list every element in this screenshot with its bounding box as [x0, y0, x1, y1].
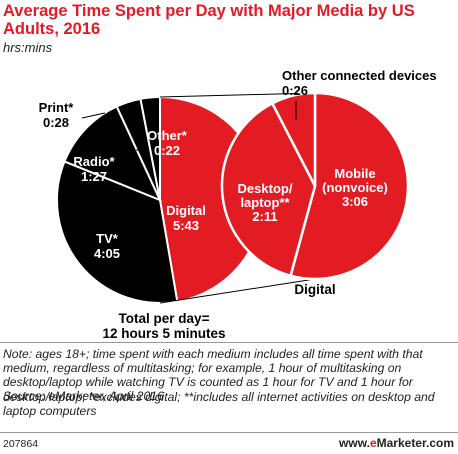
label-right-2-line: 0:26: [282, 83, 308, 98]
brand-e: e: [369, 436, 377, 450]
footer-divider: [0, 432, 458, 433]
chart-source: Source: eMarketer, April 2016: [3, 389, 164, 403]
label-right-2: Other connected devices 0:26: [282, 68, 437, 98]
label-left-0-line: Digital: [166, 203, 206, 218]
label-left-4: Other* 0:22: [147, 128, 188, 158]
brand-rest: Marketer.com: [376, 436, 454, 450]
label-right-0-line: 3:06: [342, 194, 368, 209]
slice-left-1: [56, 160, 179, 304]
connector-top: [159, 92, 316, 98]
total-per-day-line: 12 hours 5 minutes: [102, 326, 225, 340]
label-right-0-line: Mobile: [334, 166, 375, 181]
label-right-0-line: (nonvoice): [322, 180, 388, 195]
chart-title: Average Time Spent per Day with Major Me…: [3, 2, 415, 38]
label-left-4-line: 0:22: [154, 143, 180, 158]
slice-right-2: [270, 91, 317, 187]
label-left-1-line: 4:05: [94, 246, 120, 261]
label-right-1: Desktop/laptop** 2:11: [238, 181, 293, 224]
total-per-day: Total per day= 12 hours 5 minutes: [102, 311, 225, 340]
slice-left-4: [139, 95, 161, 201]
connector-bottom: [159, 278, 316, 304]
label-left-1-line: TV*: [96, 231, 119, 246]
label-right-0: Mobile (nonvoice) 3:06: [322, 166, 388, 209]
emarketer-brand[interactable]: www.eMarketer.com: [339, 436, 454, 450]
brand-prefix: www.: [339, 436, 370, 450]
label-left-3-line: 0:28: [43, 115, 69, 130]
chart-note: Note: ages 18+; time spent with each med…: [3, 347, 435, 418]
label-left-2: Radio* 1:27: [73, 154, 115, 184]
divider: [0, 342, 458, 343]
label-left-2-line: Radio*: [73, 154, 115, 169]
label-left-3: Print* 0:28: [39, 100, 75, 130]
digital-pie-title: Digital: [294, 282, 335, 297]
total-per-day-line: Total per day=: [119, 311, 210, 326]
label-left-1: TV* 4:05: [94, 231, 120, 261]
label-left-0: Digital 5:43: [166, 203, 206, 233]
label-left-2-line: 1:27: [81, 169, 107, 184]
label-left-0-line: 5:43: [173, 218, 199, 233]
label-right-1-line: Desktop/: [238, 181, 293, 196]
chart-subtitle: hrs:mins: [3, 40, 53, 55]
leader-print: [81, 112, 106, 119]
slice-right-0: [289, 91, 410, 281]
label-right-1-line: 2:11: [252, 209, 277, 224]
label-right-1-line: laptop**: [240, 195, 290, 210]
label-right-2-line: Other connected devices: [282, 68, 437, 83]
label-left-3-line: Print*: [39, 100, 75, 115]
slice-left-2: [63, 105, 162, 202]
label-left-4-line: Other*: [147, 128, 188, 143]
slice-right-1: [220, 101, 317, 278]
chart-id: 207864: [3, 438, 39, 450]
